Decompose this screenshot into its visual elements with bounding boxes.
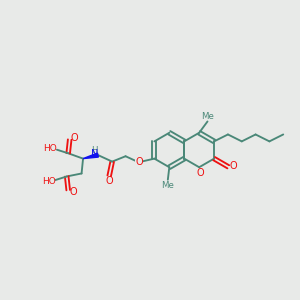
Text: HO: HO (42, 177, 56, 186)
Text: N: N (91, 149, 98, 159)
Text: O: O (230, 161, 237, 171)
Text: O: O (197, 168, 205, 178)
Text: O: O (135, 157, 143, 167)
Text: HO: HO (44, 144, 57, 153)
Text: Me: Me (201, 112, 214, 121)
Text: O: O (71, 133, 79, 143)
Polygon shape (83, 153, 98, 159)
Text: O: O (105, 176, 113, 186)
Text: Me: Me (161, 181, 174, 190)
Text: H: H (91, 146, 98, 155)
Text: O: O (69, 187, 77, 196)
